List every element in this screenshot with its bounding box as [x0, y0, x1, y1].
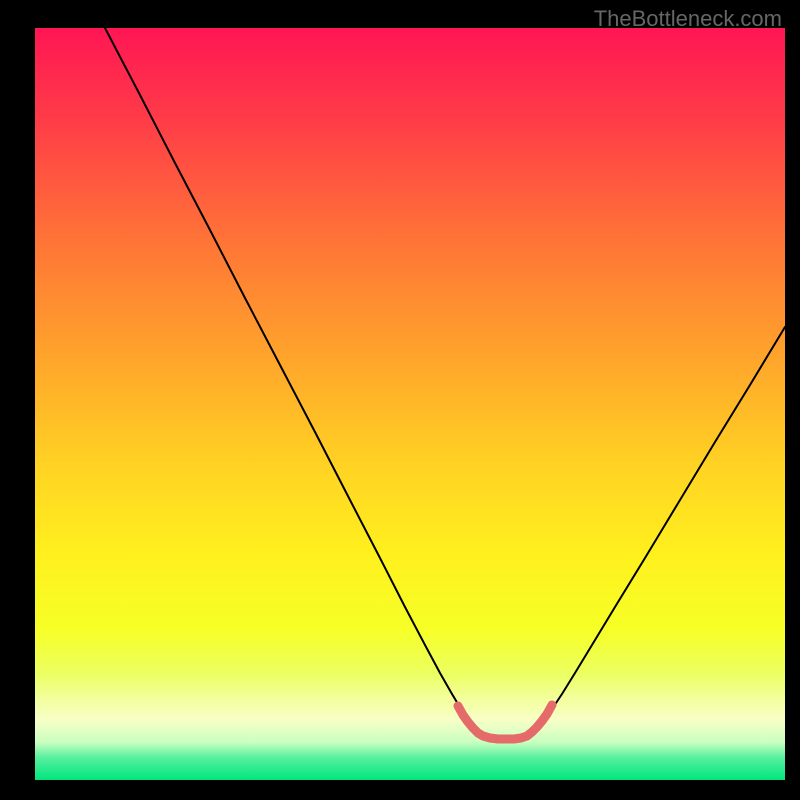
watermark-text: TheBottleneck.com: [594, 6, 782, 32]
chart-svg: [0, 0, 800, 800]
bottleneck-chart: [0, 0, 800, 800]
